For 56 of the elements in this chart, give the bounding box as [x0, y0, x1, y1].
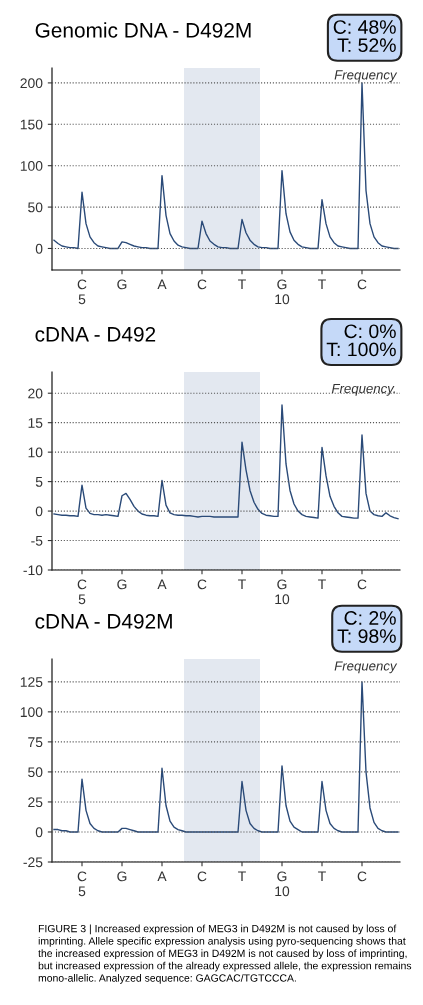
- y-tick-label: 50: [28, 767, 43, 778]
- x-tick-label: A: [157, 279, 167, 290]
- x-tick-label: T: [318, 279, 326, 290]
- y-tick-label: 0: [35, 827, 43, 838]
- x-tick-label: A: [157, 871, 167, 882]
- x-tick-label: C: [357, 871, 367, 882]
- x-tick-label: C 5: [77, 871, 87, 897]
- y-tick-label: 75: [28, 737, 43, 748]
- y-tick-label: 150: [20, 119, 43, 130]
- x-tick-label: C 5: [77, 579, 87, 605]
- text: C: 0% T: 100%: [326, 324, 396, 357]
- y-tick-label: 50: [28, 202, 43, 213]
- chart-title: cDNA - D492M: [35, 613, 172, 629]
- y-tick-label: -25: [23, 857, 43, 868]
- y-tick-label: 125: [20, 677, 43, 687]
- line-series: [53, 82, 399, 250]
- y-tick-label: 15: [28, 418, 43, 428]
- x-tick-label: C: [197, 871, 207, 882]
- x-tick-label: T: [238, 279, 246, 290]
- x-tick-label: C: [197, 579, 207, 590]
- y-tick-label: 100: [20, 707, 43, 718]
- caption: FIGURE 3 | Increased expression of MEG3 in D492M is not caused by loss of imprinting. Allele specific expression analysis using pyro-sequencing shows that the increased expression of MEG3 in D492M is not caused by loss of imprinting, but increased expression of the already expressed allele, the expression remains mono-allelic. Analyzed sequence: GAGCAC/TGTCCCA.: [38, 924, 412, 984]
- y-tick-label: -10: [23, 565, 43, 576]
- y-tick-label: 200: [20, 78, 43, 89]
- x-tick-label: C: [357, 279, 367, 290]
- x-tick-label: T: [238, 579, 246, 590]
- text: C: 48% T: 52%: [333, 20, 396, 53]
- y-tick-label: 10: [28, 447, 43, 458]
- x-tick-label: C: [357, 579, 367, 590]
- y-tick-label: 5: [35, 477, 43, 487]
- y-tick-label: -5: [31, 536, 43, 546]
- x-tick-label: G: [117, 871, 127, 882]
- x-tick-label: G: [117, 279, 127, 290]
- y-tick-label: 25: [28, 797, 43, 808]
- line-series: [53, 404, 399, 520]
- x-tick-label: T: [318, 871, 326, 882]
- annotation: Frequency.: [331, 383, 395, 396]
- y-tick-label: 0: [35, 506, 43, 517]
- x-tick-label: C 5: [77, 279, 87, 305]
- chart-title: cDNA - D492: [35, 326, 156, 342]
- chart-title: Genomic DNA - D492M: [35, 22, 251, 38]
- text: C: 2% T: 98%: [337, 611, 396, 643]
- x-tick-label: C: [197, 279, 207, 290]
- x-tick-label: T: [318, 579, 326, 590]
- x-tick-label: T: [238, 871, 246, 882]
- x-tick-label: G 10: [275, 579, 290, 605]
- y-tick-label: 0: [35, 243, 43, 254]
- annotation: Frequency: [334, 70, 398, 83]
- x-tick-label: A: [157, 579, 167, 590]
- y-tick-label: 100: [20, 161, 43, 171]
- annotation: Frequency: [334, 661, 398, 674]
- x-tick-label: G 10: [275, 871, 290, 897]
- y-tick-label: 20: [28, 388, 43, 399]
- line-series: [53, 681, 399, 833]
- x-tick-label: G: [117, 579, 127, 590]
- x-tick-label: G 10: [275, 279, 290, 305]
